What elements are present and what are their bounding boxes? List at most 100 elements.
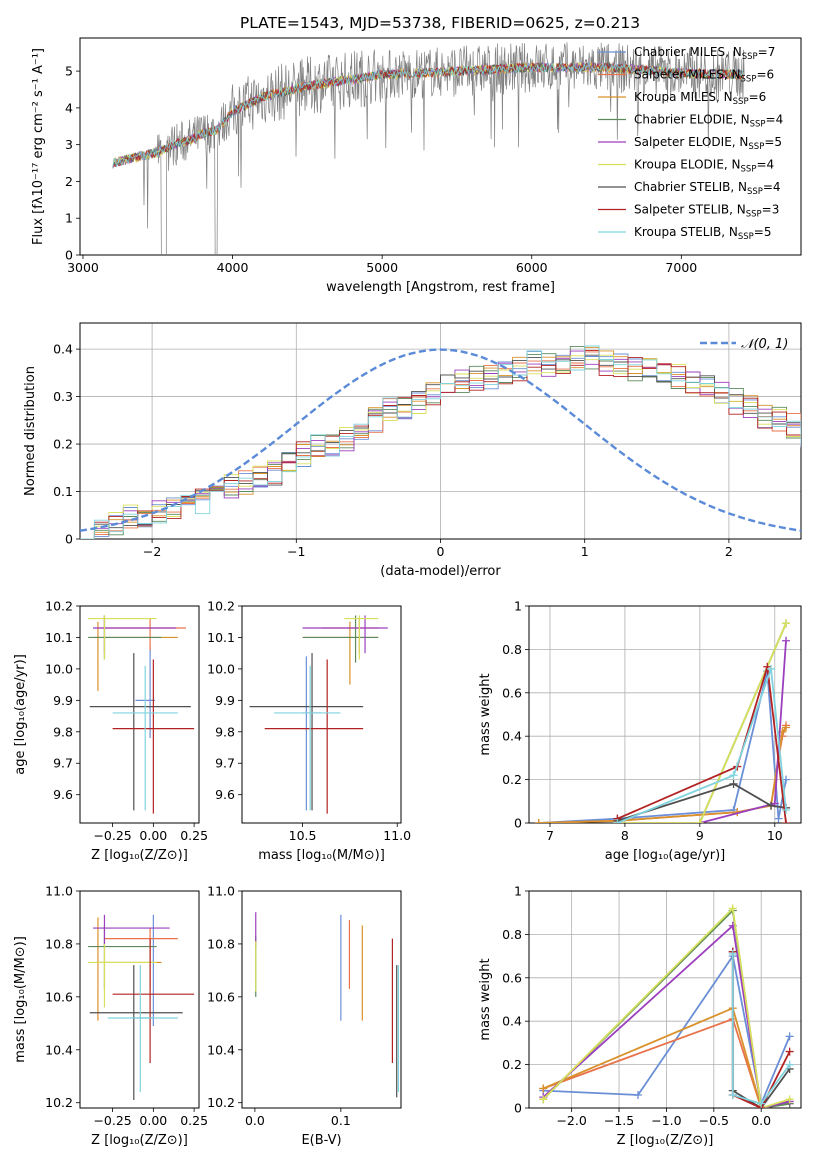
axes-frame bbox=[528, 890, 802, 1109]
y-tick-label: 0.8 bbox=[502, 642, 522, 657]
spectrum-plot bbox=[112, 42, 745, 255]
axes-frame bbox=[79, 605, 200, 824]
y-tick-label: 10.2 bbox=[45, 599, 73, 614]
legend-entry: Kroupa STELIB, NSSP=5 bbox=[634, 225, 772, 242]
weight-marker bbox=[767, 664, 776, 673]
y-tick-label: 4 bbox=[65, 100, 73, 115]
legend-entry: Chabrier MILES, NSSP=7 bbox=[634, 45, 775, 62]
y-tick-label: 0.4 bbox=[53, 342, 73, 357]
x-tick-label: 0.00 bbox=[139, 828, 167, 843]
weight-line-salpeter-elodie bbox=[542, 923, 790, 1108]
x-tick-label: −0.25 bbox=[93, 1113, 131, 1128]
y-axis-label: Normed distribution bbox=[23, 366, 38, 496]
y-axis-label: Flux [fλ10⁻¹⁷ erg cm⁻² s⁻¹ A⁻¹] bbox=[31, 48, 46, 245]
weight-marker bbox=[728, 904, 737, 913]
weight-marker bbox=[539, 1084, 548, 1093]
weight-vs-Z-axes: −2.0 −1.5 −1.0 −0.5 0.0 0 0.2 0.4 0.6 0.8 1 Z [log₁… bbox=[478, 884, 802, 1148]
observed-spectrum bbox=[112, 42, 745, 255]
mass-vs-ebv-plot bbox=[255, 912, 400, 1098]
x-tick-label: −2.0 bbox=[556, 1113, 586, 1128]
x-tick-label: 0.0 bbox=[751, 1113, 771, 1128]
x-axis-label: (data-model)/error bbox=[380, 564, 501, 579]
x-tick-label: 1 bbox=[581, 544, 589, 559]
y-tick-label: 0.6 bbox=[502, 970, 522, 985]
x-tick-label: 4000 bbox=[217, 260, 249, 275]
legend-entry: 𝒩(0, 1) bbox=[741, 337, 788, 352]
weight-marker bbox=[728, 1090, 737, 1099]
weight-line-salpeter-miles bbox=[538, 725, 787, 823]
y-tick-label: 0.2 bbox=[502, 1057, 522, 1072]
x-tick-label: 0.1 bbox=[331, 1113, 351, 1128]
y-tick-label: 0.1 bbox=[53, 484, 73, 499]
x-tick-label: −2 bbox=[143, 544, 161, 559]
y-tick-label: 10.6 bbox=[207, 989, 235, 1004]
x-tick-label: 0.25 bbox=[180, 828, 208, 843]
x-tick-label: 9 bbox=[696, 828, 704, 843]
x-axis-label: wavelength [Angstrom, rest frame] bbox=[326, 280, 555, 295]
y-tick-label: 11.0 bbox=[45, 884, 73, 899]
y-tick-label: 0 bbox=[514, 816, 522, 831]
x-axis-label: mass [log₁₀(M/M⊙)] bbox=[258, 848, 385, 863]
legend-entry: Salpeter MILES, NSSP=6 bbox=[634, 68, 774, 85]
legend-entry: Kroupa MILES, NSSP=6 bbox=[634, 90, 766, 107]
x-tick-label: −0.5 bbox=[699, 1113, 729, 1128]
x-tick-label: −0.25 bbox=[93, 828, 131, 843]
y-tick-label: 9.9 bbox=[215, 693, 235, 708]
y-tick-label: 0.2 bbox=[502, 772, 522, 787]
y-tick-label: 11.0 bbox=[207, 884, 235, 899]
x-tick-label: 8 bbox=[621, 828, 629, 843]
y-tick-label: 10.0 bbox=[207, 661, 235, 676]
y-tick-label: 1 bbox=[65, 211, 73, 226]
y-tick-label: 0.8 bbox=[502, 927, 522, 942]
x-tick-label: 0 bbox=[437, 544, 445, 559]
x-tick-label: −1 bbox=[287, 544, 305, 559]
x-tick-label: 10 bbox=[767, 828, 783, 843]
weight-marker bbox=[695, 819, 704, 823]
x-tick-label: 11.0 bbox=[383, 828, 411, 843]
weight-marker bbox=[767, 801, 776, 810]
weight-line-kroupa-stelib bbox=[617, 668, 787, 823]
weight-marker bbox=[782, 805, 791, 814]
weight-marker bbox=[785, 1032, 794, 1041]
x-axis-label: Z [log₁₀(Z/Z⊙)] bbox=[617, 1133, 714, 1148]
age-vs-mass-axes: 10.5 11.0 9.6 9.7 9.8 9.9 10.0 10.1 10.2 mass [lo… bbox=[207, 599, 411, 864]
legend-entry: Salpeter STELIB, NSSP=3 bbox=[634, 203, 779, 220]
legend-entry: Kroupa ELODIE, NSSP=4 bbox=[634, 158, 774, 175]
axes-frame bbox=[241, 890, 402, 1109]
y-axis-label: age [log₁₀(age/yr)] bbox=[13, 654, 28, 775]
y-tick-label: 10.2 bbox=[207, 1095, 235, 1110]
legend-entry: Chabrier ELODIE, NSSP=4 bbox=[634, 113, 783, 130]
y-tick-label: 0.4 bbox=[502, 1014, 522, 1029]
weight-marker bbox=[782, 619, 791, 628]
weight-line-chabrier-stelib bbox=[617, 782, 787, 822]
y-tick-label: 9.7 bbox=[215, 756, 235, 771]
x-tick-label: 3000 bbox=[67, 260, 99, 275]
weight-line-kroupa-elodie bbox=[542, 906, 790, 1108]
x-axis-label: Z [log₁₀(Z/Z⊙)] bbox=[91, 1133, 188, 1148]
age-vs-Z-axes: −0.25 0.00 0.25 9.6 9.7 9.8 9.9 10.0 10.1 10.2 Z [… bbox=[13, 599, 208, 864]
residual-histogram-chabrier-stelib bbox=[80, 354, 801, 539]
x-tick-label: 0.0 bbox=[245, 1113, 265, 1128]
y-axis-label: mass weight bbox=[478, 673, 493, 755]
weight-line-kroupa-stelib bbox=[731, 953, 791, 1105]
x-tick-label: 7 bbox=[546, 828, 554, 843]
y-tick-label: 10.6 bbox=[45, 989, 73, 1004]
y-tick-label: 10.1 bbox=[45, 630, 73, 645]
x-tick-label: 6000 bbox=[516, 260, 548, 275]
x-tick-label: 5000 bbox=[366, 260, 398, 275]
weight-marker bbox=[785, 1047, 794, 1056]
weight-line-salpeter-stelib bbox=[617, 666, 787, 823]
spectrum-axes: 3000 4000 5000 6000 7000 0 1 2 3 4 5 wavelength [An… bbox=[31, 37, 802, 295]
weight-vs-Z-plot bbox=[539, 904, 794, 1108]
y-tick-label: 1 bbox=[514, 884, 522, 899]
y-tick-label: 0.2 bbox=[53, 437, 73, 452]
weight-line-kroupa-miles bbox=[538, 726, 787, 823]
y-tick-label: 0 bbox=[65, 248, 73, 263]
weight-marker bbox=[785, 1095, 794, 1104]
residuals-axes: −2 −1 0 1 2 0 0.1 0.2 0.3 0.4 (data-model)/error No… bbox=[23, 322, 802, 579]
normal-curve bbox=[80, 348, 801, 532]
weight-marker bbox=[782, 819, 791, 823]
weight-marker bbox=[534, 819, 543, 823]
x-axis-label: age [log₁₀(age/yr)] bbox=[605, 848, 726, 863]
